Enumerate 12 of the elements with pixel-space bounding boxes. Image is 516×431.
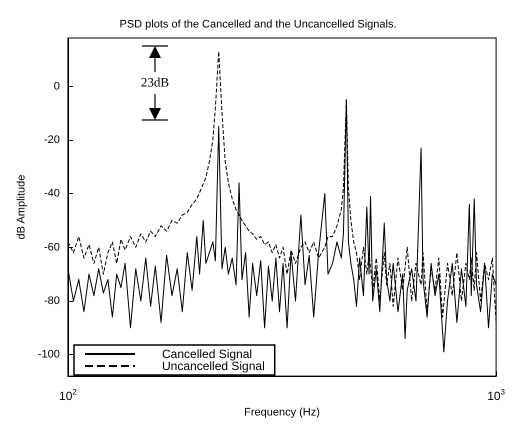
y-tick-label: -80 bbox=[44, 294, 60, 307]
annotation: 23dB bbox=[140, 74, 170, 90]
x-axis-title: Frequency (Hz) bbox=[244, 406, 320, 418]
y-tick-label: -60 bbox=[44, 241, 60, 254]
y-tick-label: -40 bbox=[44, 188, 60, 200]
y-tick-label: -100 bbox=[38, 348, 60, 361]
chart-title: PSD plots of the Cancelled and the Uncancelled Signals. bbox=[119, 18, 397, 30]
y-tick-label: -20 bbox=[44, 134, 60, 146]
legend-label: Cancelled Signal bbox=[162, 347, 252, 361]
y-axis-title: dB Amplitude bbox=[16, 174, 28, 240]
legend-label: Uncancelled Signal bbox=[162, 359, 265, 373]
y-tick-label: 0 bbox=[54, 80, 60, 92]
